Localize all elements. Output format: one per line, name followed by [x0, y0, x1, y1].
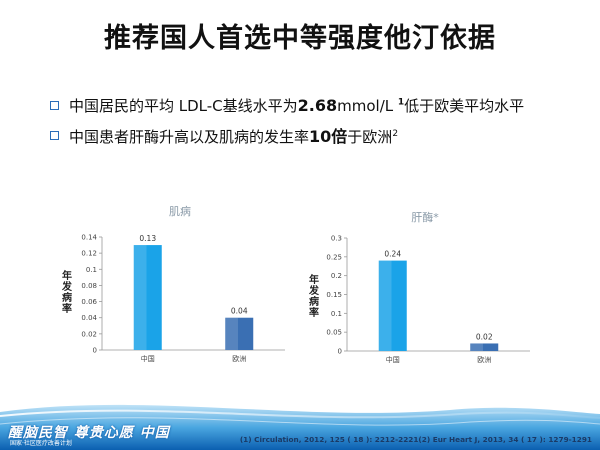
bullet-sup: 1	[397, 97, 405, 108]
x-category-label: 中国	[141, 354, 155, 363]
bar-value-label: 0.24	[384, 250, 401, 259]
bullet-item-ldl: 中国居民的平均 LDL-C基线水平为2.68mmol/L 1低于欧美平均水平	[50, 90, 590, 120]
y-tick-label: 0.08	[81, 282, 97, 290]
chart-myopathy: 肌病 年 发 病 率 0 0.02 0.04 0.06 0.08 0.1 0.12 0.14 0…	[60, 195, 300, 370]
bullet-tail: 低于欧美平均水平	[404, 96, 525, 115]
x-category-label: 中国	[386, 355, 400, 364]
bar	[470, 343, 499, 351]
y-tick-label: 0	[338, 348, 342, 356]
y-tick-label: 0.1	[86, 266, 97, 274]
brand-logo: 醒脑民智 尊贵心愿 中国	[8, 425, 170, 441]
bar-highlight	[378, 260, 392, 351]
bar	[133, 245, 162, 350]
y-label-char: 率	[62, 304, 72, 315]
y-label-char: 年	[309, 275, 319, 286]
y-label-char: 发	[309, 286, 319, 297]
y-tick-label: 0.04	[81, 314, 97, 322]
y-tick-label: 0.06	[81, 298, 97, 306]
bullet-pre: 中国居民的平均 LDL-C基线水平为	[69, 96, 298, 115]
y-tick-label: 0	[93, 347, 97, 355]
x-category-label: 欧洲	[477, 355, 491, 364]
bullet-text: 中国居民的平均 LDL-C基线水平为2.68mmol/L 1低于欧美平均水平	[69, 95, 524, 116]
x-category-label: 欧洲	[232, 354, 246, 363]
bullet-text: 中国患者肝酶升高以及肌病的发生率10倍于欧洲2	[69, 123, 398, 147]
y-tick-label: 0.25	[326, 253, 342, 261]
y-tick-label: 0.1	[331, 310, 342, 318]
bullet-sup: 2	[392, 129, 399, 139]
y-label-char: 年	[62, 271, 72, 282]
references-text: (1) Circulation, 2012, 125 ( 18 ): 2212-…	[239, 435, 592, 444]
bar	[225, 317, 254, 350]
bar-highlight	[225, 317, 238, 350]
y-axis-label: 年 发 病 率	[307, 275, 321, 319]
chart-title: 肌病	[169, 205, 191, 218]
y-tick-label: 0.14	[81, 234, 97, 242]
bullet-item-liver: 中国患者肝酶升高以及肌病的发生率10倍于欧洲2	[50, 120, 590, 150]
y-label-char: 发	[62, 282, 72, 293]
bullet-post: mmol/L	[337, 96, 398, 115]
slide-title: 推荐国人首选中等强度他汀依据	[104, 23, 496, 54]
y-tick-label: 0.12	[81, 250, 97, 258]
bar-value-label: 0.02	[476, 332, 493, 341]
bar-highlight	[470, 343, 483, 351]
chart-svg: 0 0.05 0.1 0.15 0.2 0.25 0.3 0.24 中国 0.02 欧洲	[326, 235, 530, 364]
y-label-char: 病	[62, 293, 72, 304]
y-tick-label: 0.15	[326, 291, 342, 299]
y-label-char: 病	[309, 297, 319, 308]
y-tick-label: 0.3	[331, 235, 342, 243]
bullet-bold: 2.68	[297, 95, 338, 115]
y-tick-label: 0.02	[81, 330, 97, 338]
y-label-char: 率	[309, 308, 319, 319]
bullet-bold: 10倍	[309, 127, 348, 146]
y-tick-label: 0.05	[326, 329, 342, 337]
chart-title: 肝酶*	[411, 211, 439, 224]
y-axis-label: 年 发 病 率	[60, 271, 74, 315]
y-tick-label: 0.2	[331, 272, 342, 280]
bar-value-label: 0.04	[231, 307, 248, 316]
footer-wave-band	[0, 404, 600, 450]
bar-highlight	[133, 245, 147, 350]
square-bullet-icon	[50, 100, 59, 110]
bullet-post: 于欧洲	[347, 128, 393, 146]
brand-logo-sub: 国家·社区医疗改善计划	[10, 440, 72, 447]
bullet-list: 中国居民的平均 LDL-C基线水平为2.68mmol/L 1低于欧美平均水平 中…	[50, 90, 590, 150]
bar	[378, 260, 407, 351]
chart-liver-enzyme: 肝酶* 年 发 病 率 0 0.05 0.1 0.15 0.2 0.25 0.3 0.24 中国…	[305, 203, 545, 373]
square-bullet-icon	[50, 130, 59, 140]
bullet-pre: 中国患者肝酶升高以及肌病的发生率	[69, 128, 310, 146]
chart-svg: 0 0.02 0.04 0.06 0.08 0.1 0.12 0.14 0.13 中国 0.04 欧洲	[81, 234, 285, 363]
bar-value-label: 0.13	[139, 234, 156, 243]
